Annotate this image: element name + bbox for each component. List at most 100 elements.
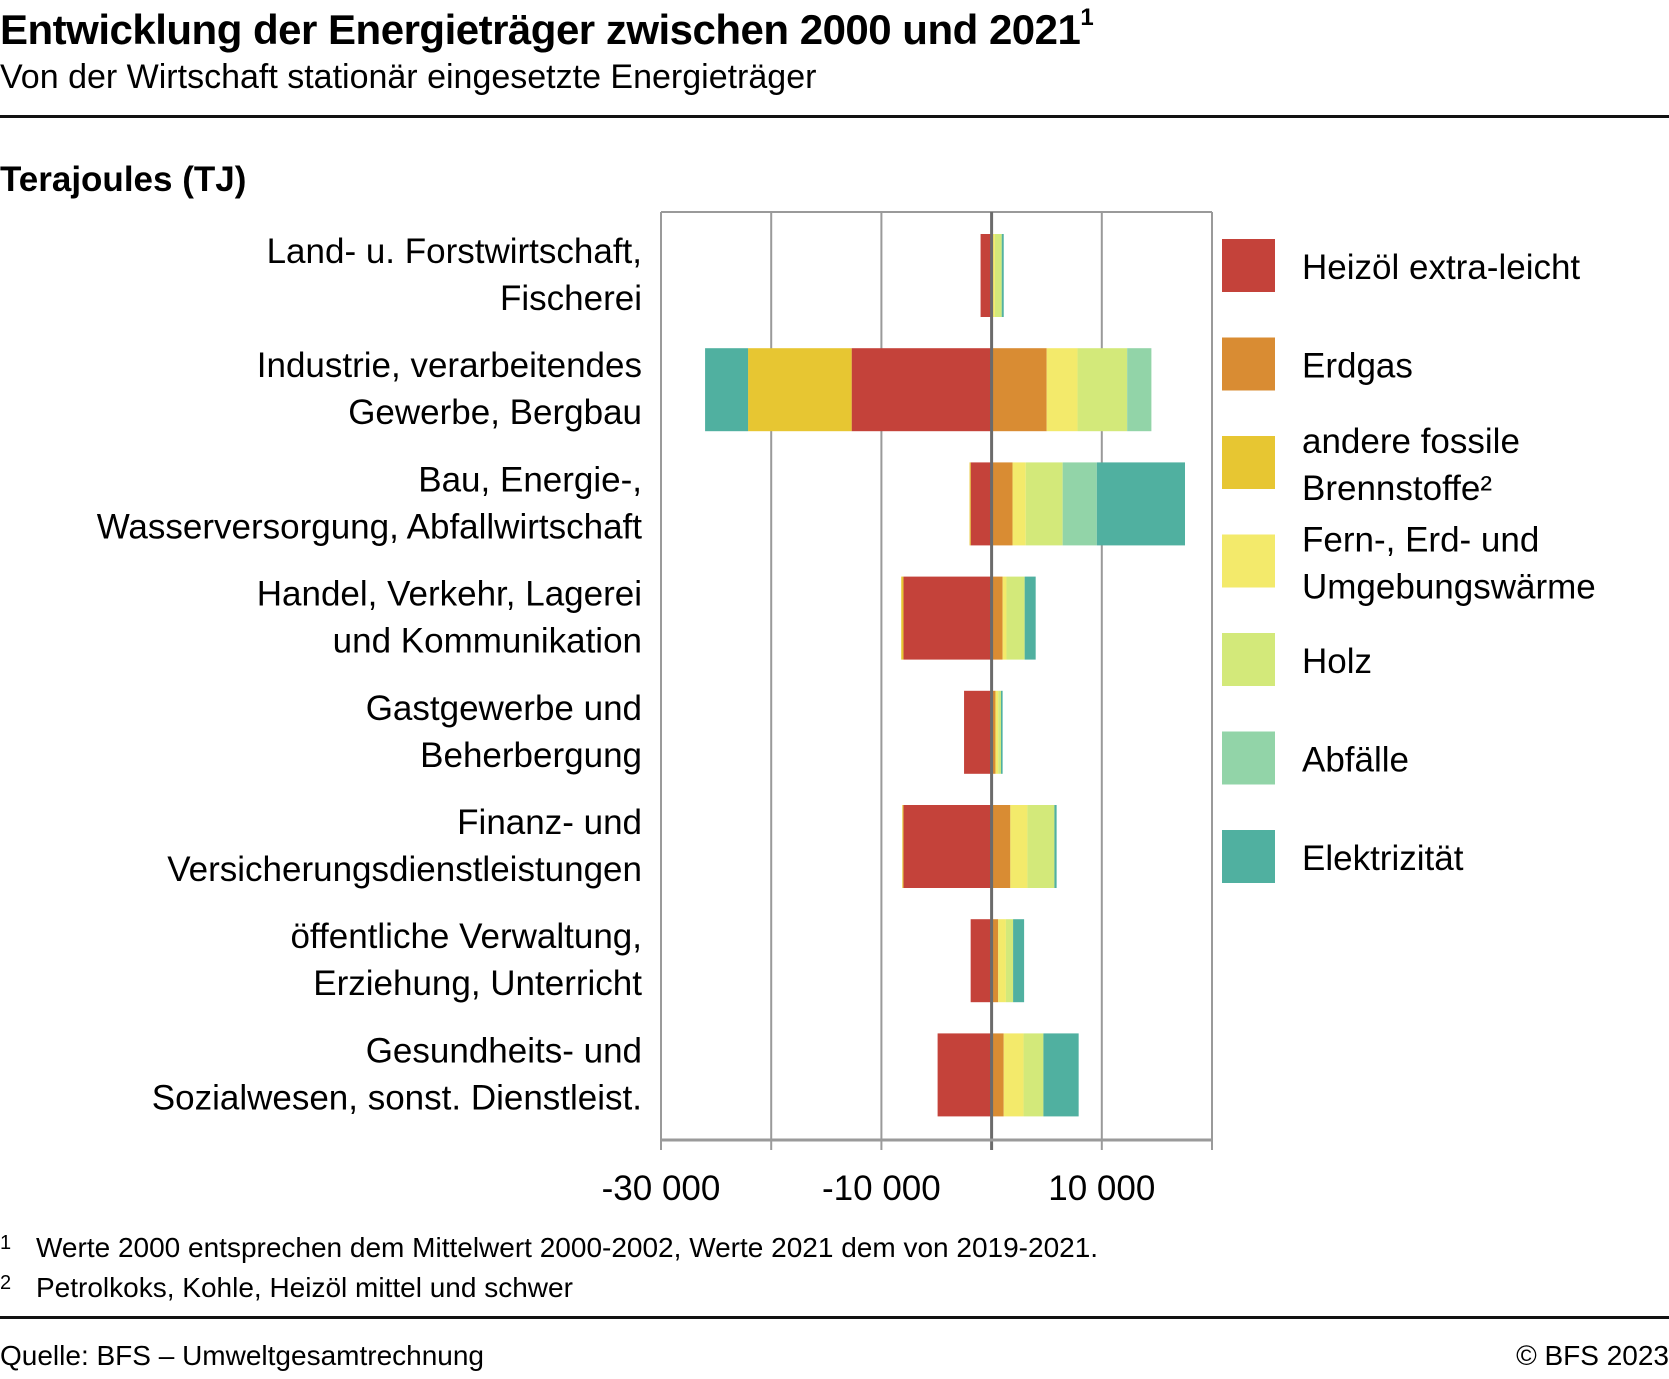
category-label-line: Industrie, verarbeitendes [257,346,642,385]
category-label-line: Handel, Verkehr, Lagerei [257,575,642,614]
bar-segment [998,919,1006,1003]
bar-segment [1003,1033,1024,1117]
legend-swatch [1222,830,1275,883]
bar-segment [1024,576,1036,660]
legend-swatch [1222,337,1275,391]
category-label: Industrie, verarbeitendes Gewerbe, Bergba… [257,346,642,432]
legend-label-line: Brennstoffe² [1302,469,1492,508]
footnote-mark: 2 [0,1272,12,1294]
bar-segment [1043,1033,1079,1117]
legend-label-line: andere fossile [1302,422,1520,461]
legend: Heizöl extra-leicht Erdgas andere fossile B… [1222,239,1596,883]
bar-segment [1012,462,1026,546]
legend-label: Fern-, Erd- und Umgebungswärme [1302,521,1596,607]
legend-label-line: Abfälle [1302,741,1409,780]
legend-label: Abfälle [1302,741,1409,780]
chart-title: Entwicklung der Energieträger zwischen 2… [0,4,1094,54]
category-label-line: Finanz- und [457,803,642,842]
footnote-text: Werte 2000 entsprechen dem Mittelwert 20… [36,1232,1099,1263]
bar-segment [991,576,1003,660]
bar-segment [1027,805,1055,888]
copyright-note: © BFS 2023 [1516,1340,1669,1371]
x-axis: -30 000 -10 000 10 000 [602,1138,1212,1208]
footnote-text: Petrolkoks, Kohle, Heizöl mittel und sch… [36,1272,573,1303]
bar-segment [1013,919,1025,1003]
legend-label-line: Umgebungswärme [1302,568,1596,607]
bar-segment [1010,805,1028,888]
legend-label: Heizöl extra-leicht [1302,248,1580,287]
bar-segment [969,462,971,546]
unit-label: Terajoules (TJ) [0,160,247,199]
bar-segment [1001,234,1003,317]
legend-swatch [1222,633,1275,686]
legend-label-line: Elektrizität [1302,839,1464,878]
category-label-line: Gesundheits- und [366,1031,642,1070]
legend-label: Elektrizität [1302,839,1464,878]
bar-segment [980,234,992,317]
category-label-line: Beherbergung [420,736,642,775]
category-label: Land- u. Forstwirtschaft, Fischerei [267,232,642,318]
bar-segment [991,462,1013,546]
bar-segment [991,919,999,1003]
footer-divider [0,1316,1669,1319]
legend-label-line: Heizöl extra-leicht [1302,248,1580,287]
bar-segment [1077,348,1128,432]
x-tick-label: -30 000 [602,1169,721,1208]
source-note: Quelle: BFS – Umweltgesamtrechnung [0,1340,484,1371]
category-label: Gastgewerbe und Beherbergung [366,689,642,775]
bar-segment [1000,690,1003,774]
x-tick-label: 10 000 [1048,1169,1155,1208]
bars [705,234,1186,1117]
category-label: Gesundheits- und Sozialwesen, sonst. Dien… [152,1031,642,1117]
chart-title-text: Entwicklung der Energieträger zwischen 2… [0,6,1081,53]
legend-label: andere fossile Brennstoffe² [1302,422,1520,508]
category-label-line: Gastgewerbe und [366,689,642,728]
category-label-line: Versicherungsdienstleistungen [167,850,642,889]
legend-swatch [1222,534,1275,588]
footnote-mark: 1 [0,1232,12,1254]
bar-segment [1096,462,1186,546]
category-label-line: Land- u. Forstwirtschaft, [267,232,642,271]
legend-label-line: Erdgas [1302,347,1413,386]
bar-segment [991,1033,1004,1117]
category-label-line: öffentliche Verwaltung, [290,917,642,956]
bar-segment [705,348,749,432]
title-footnote-mark: 1 [1080,4,1094,31]
bar-segment [1025,462,1063,546]
category-label: Bau, Energie-, Wasserversorgung, Abfallwi… [97,460,643,546]
bar-segment [1005,919,1014,1003]
footnote-1: 1 Werte 2000 entsprechen dem Mittelwert 2… [0,1232,1098,1264]
category-label-line: Sozialwesen, sonst. Dienstleist. [152,1078,642,1117]
bar-segment [995,690,999,774]
bar-segment [748,348,852,432]
bar-segment [1006,576,1025,660]
bar-segment [991,348,1047,432]
category-label-line: Fischerei [500,279,642,318]
category-label-line: Wasserversorgung, Abfallwirtschaft [97,507,643,546]
bar-segment [991,690,996,774]
bar-segment [903,576,992,660]
bar-segment [902,805,904,888]
footnote-2: 2 Petrolkoks, Kohle, Heizöl mittel und sc… [0,1272,573,1304]
bar-segment [937,1033,992,1117]
bar-segment [1002,576,1007,660]
bar-segment [851,348,992,432]
bar-segment [1127,348,1152,432]
header-divider [0,115,1669,118]
bar-segment [970,462,992,546]
category-label: Handel, Verkehr, Lagerei und Kommunikatio… [257,575,642,661]
bar-segment [992,234,995,317]
category-labels: Land- u. Forstwirtschaft, Fischerei Indust… [97,232,643,1117]
category-label-line: Erziehung, Unterricht [313,964,642,1003]
bar-segment [1023,1033,1044,1117]
legend-swatch [1222,731,1275,785]
legend-swatch [1222,239,1275,292]
category-label-line: Bau, Energie-, [418,460,642,499]
bar-segment [991,805,1011,888]
bar-segment [970,919,992,1003]
bar-segment [1054,805,1057,888]
category-label-line: und Kommunikation [333,622,642,661]
bar-segment [1062,462,1097,546]
category-label-line: Gewerbe, Bergbau [348,393,642,432]
